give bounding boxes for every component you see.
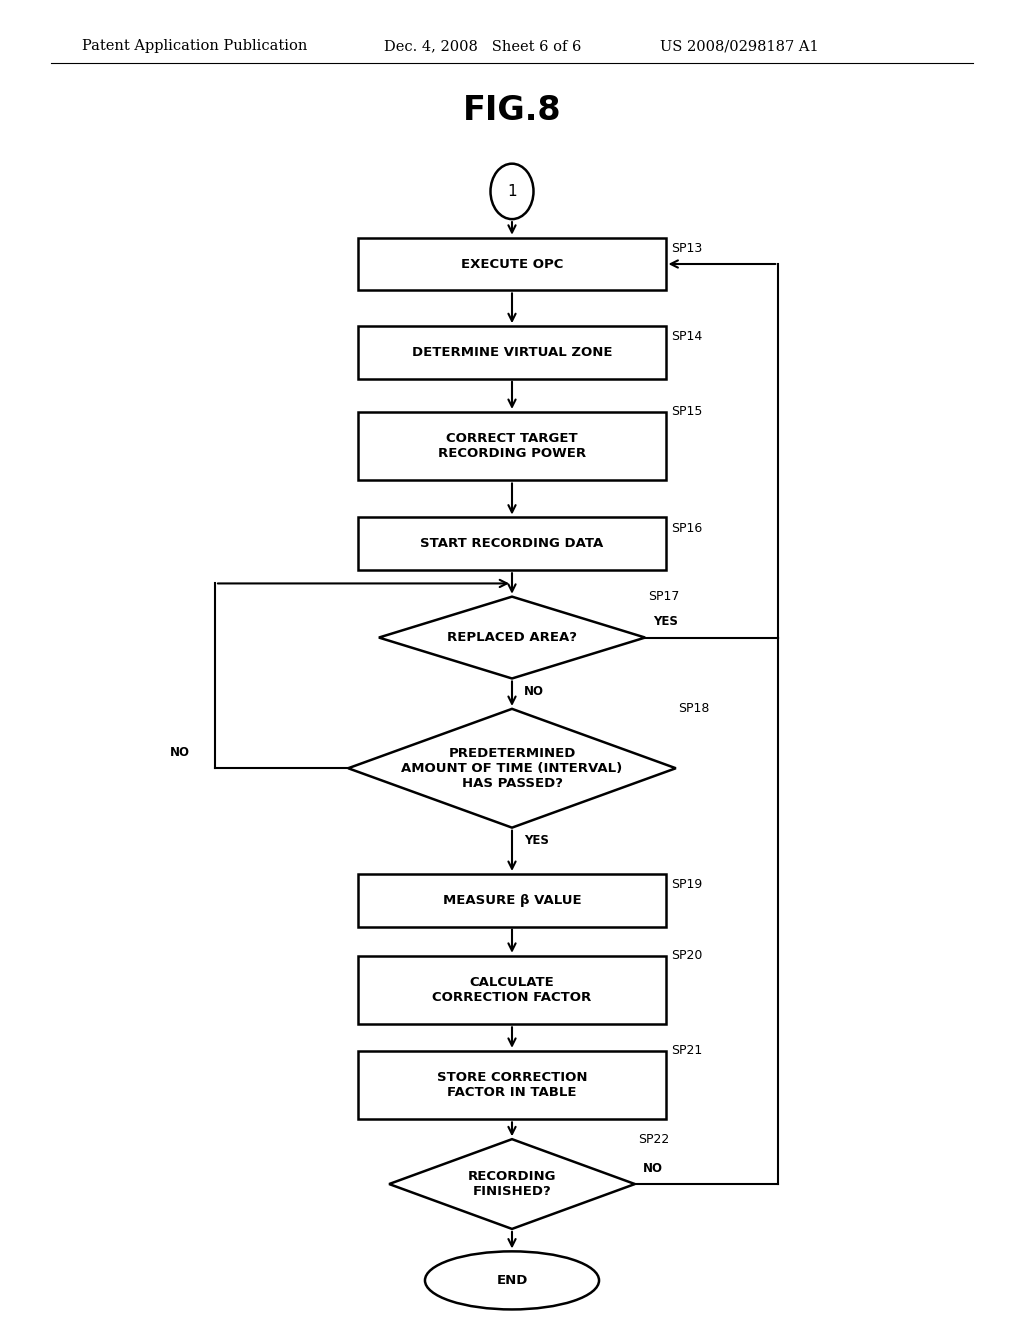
Text: STORE CORRECTION
FACTOR IN TABLE: STORE CORRECTION FACTOR IN TABLE xyxy=(437,1071,587,1100)
Text: CORRECT TARGET
RECORDING POWER: CORRECT TARGET RECORDING POWER xyxy=(438,432,586,461)
FancyBboxPatch shape xyxy=(358,956,666,1024)
Text: START RECORDING DATA: START RECORDING DATA xyxy=(421,537,603,550)
Text: NO: NO xyxy=(524,685,545,698)
FancyBboxPatch shape xyxy=(358,1051,666,1119)
Ellipse shape xyxy=(425,1251,599,1309)
Text: NO: NO xyxy=(643,1162,664,1175)
FancyBboxPatch shape xyxy=(358,326,666,379)
Text: FIG.8: FIG.8 xyxy=(463,94,561,127)
Text: SP13: SP13 xyxy=(671,242,702,255)
Text: PREDETERMINED
AMOUNT OF TIME (INTERVAL)
HAS PASSED?: PREDETERMINED AMOUNT OF TIME (INTERVAL) … xyxy=(401,747,623,789)
Text: 1: 1 xyxy=(507,183,517,199)
Text: Patent Application Publication: Patent Application Publication xyxy=(82,40,307,53)
Text: SP14: SP14 xyxy=(671,330,702,343)
Text: SP21: SP21 xyxy=(671,1044,702,1057)
Polygon shape xyxy=(389,1139,635,1229)
FancyBboxPatch shape xyxy=(358,517,666,570)
Text: SP18: SP18 xyxy=(678,702,710,715)
Text: SP20: SP20 xyxy=(671,949,702,962)
Circle shape xyxy=(490,164,534,219)
Text: Dec. 4, 2008   Sheet 6 of 6: Dec. 4, 2008 Sheet 6 of 6 xyxy=(384,40,582,53)
FancyBboxPatch shape xyxy=(358,874,666,927)
Text: CALCULATE
CORRECTION FACTOR: CALCULATE CORRECTION FACTOR xyxy=(432,975,592,1005)
Text: US 2008/0298187 A1: US 2008/0298187 A1 xyxy=(660,40,819,53)
Text: EXECUTE OPC: EXECUTE OPC xyxy=(461,257,563,271)
Text: END: END xyxy=(497,1274,527,1287)
Polygon shape xyxy=(348,709,676,828)
Text: RECORDING
FINISHED?: RECORDING FINISHED? xyxy=(468,1170,556,1199)
Text: SP17: SP17 xyxy=(648,590,680,603)
Text: YES: YES xyxy=(524,834,549,847)
FancyBboxPatch shape xyxy=(358,412,666,480)
Polygon shape xyxy=(379,597,645,678)
Text: DETERMINE VIRTUAL ZONE: DETERMINE VIRTUAL ZONE xyxy=(412,346,612,359)
FancyBboxPatch shape xyxy=(358,238,666,290)
Text: SP16: SP16 xyxy=(671,521,702,535)
Text: NO: NO xyxy=(169,746,189,759)
Text: SP19: SP19 xyxy=(671,878,702,891)
Text: SP22: SP22 xyxy=(638,1133,670,1146)
Text: SP15: SP15 xyxy=(671,405,702,418)
Text: YES: YES xyxy=(653,615,678,628)
Text: MEASURE β VALUE: MEASURE β VALUE xyxy=(442,894,582,907)
Text: REPLACED AREA?: REPLACED AREA? xyxy=(447,631,577,644)
